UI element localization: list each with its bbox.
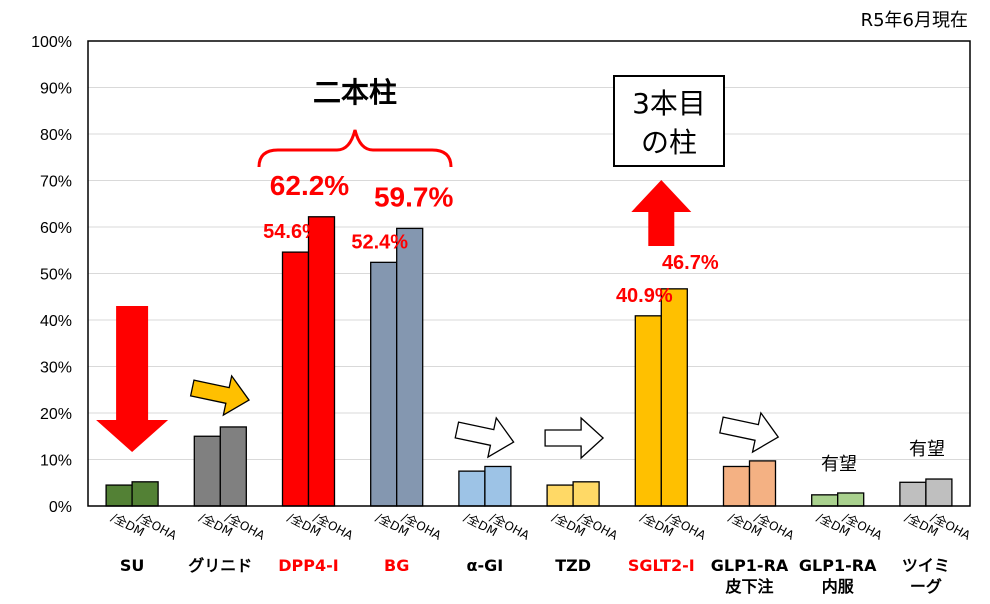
bar [634, 315, 662, 507]
bar [484, 465, 512, 507]
arrow [544, 416, 605, 460]
third-pillar-line2: の柱 [641, 126, 697, 159]
date-note: R5年6月現在 [861, 10, 968, 31]
arrows-layer [96, 180, 780, 460]
category-label: 内服 [822, 577, 855, 596]
third-pillar-line1: 3本目 [632, 87, 706, 120]
y-tick-label: 0% [49, 499, 72, 516]
two-pillars-brace [257, 129, 453, 168]
y-tick-label: 70% [40, 174, 72, 191]
sub-label: /全OHA [928, 509, 973, 543]
category-group [899, 478, 953, 507]
category-label: GLP1-RA [799, 556, 877, 575]
grid-lines [88, 87, 970, 460]
category-label: ーグ [910, 577, 942, 596]
category-group [634, 288, 688, 507]
sub-label: /全OHA [311, 509, 356, 543]
data-label: 52.4% [351, 231, 408, 253]
bar [131, 481, 159, 507]
sub-label: /全OHA [576, 509, 621, 543]
sub-label: /全OHA [223, 509, 268, 543]
y-tick-label: 10% [40, 453, 72, 470]
data-label: 54.6% [263, 221, 320, 243]
category-label: α-GI [467, 556, 504, 575]
bar [572, 481, 600, 507]
category-group [811, 492, 865, 507]
data-labels-layer: 54.6% 62.2% 52.4% 59.7% 40.9% 46.7% [263, 170, 719, 307]
category-group [281, 216, 336, 507]
promising-label-imeglimin: 有望 [909, 439, 945, 460]
y-tick-label: 20% [40, 406, 72, 423]
category-group [458, 465, 512, 507]
bar [281, 251, 310, 507]
data-label: 59.7% [374, 181, 453, 212]
arrow [719, 411, 780, 454]
y-tick-label: 100% [31, 34, 72, 51]
arrow [189, 374, 250, 417]
bar [219, 426, 247, 507]
bar [899, 481, 927, 507]
sub-label: /全OHA [840, 509, 885, 543]
promising-label-oral: 有望 [821, 454, 857, 475]
bar [722, 465, 751, 507]
category-label: DPP4-I [278, 556, 338, 575]
two-pillars-label: 二本柱 [313, 76, 397, 109]
plot-frame [87, 40, 971, 507]
y-tick-label: 90% [40, 81, 72, 98]
category-group [546, 481, 600, 507]
third-pillar-box [613, 75, 725, 167]
y-tick-label: 30% [40, 360, 72, 377]
bar [546, 484, 574, 507]
category-label: グリニド [188, 556, 252, 575]
bar [837, 492, 865, 507]
category-label: TZD [555, 556, 591, 575]
x-axis-labels: /全DM/全OHASU/全DM/全OHAグリニド/全DM/全OHADPP4-I/… [109, 509, 974, 596]
category-group [193, 426, 247, 507]
arrow [96, 306, 169, 452]
sub-label: /全OHA [135, 509, 180, 543]
category-label: BG [384, 556, 409, 575]
data-label: 40.9% [616, 285, 673, 307]
bar [925, 478, 953, 507]
arrow [631, 180, 692, 246]
data-label: 62.2% [270, 170, 349, 201]
bar [811, 494, 839, 507]
sub-label: /全OHA [664, 509, 709, 543]
category-label: GLP1-RA [711, 556, 789, 575]
category-label: 皮下注 [724, 577, 773, 596]
category-label: SGLT2-I [628, 556, 695, 575]
y-tick-label: 50% [40, 267, 72, 284]
data-label: 46.7% [662, 252, 719, 274]
bar [193, 435, 221, 507]
bar [105, 484, 133, 507]
bar [458, 470, 486, 507]
category-label: SU [120, 556, 145, 575]
sub-label: /全OHA [752, 509, 797, 543]
y-tick-label: 40% [40, 313, 72, 330]
category-group [722, 460, 777, 507]
bar [370, 261, 398, 507]
category-label: ツイミ [902, 556, 950, 575]
bar [396, 227, 424, 507]
arrow [454, 416, 515, 459]
sub-label: /全OHA [487, 509, 532, 543]
bar [660, 288, 688, 507]
category-group [105, 481, 159, 507]
annotations-layer: 二本柱 3本目 の柱 有望 有望 [257, 75, 945, 475]
y-axis: 0% 10% 20% 30% 40% 50% 60% 70% 80% 90% 100% [31, 34, 72, 516]
y-tick-label: 60% [40, 220, 72, 237]
sub-label: /全OHA [399, 509, 444, 543]
bar [748, 460, 777, 507]
y-tick-label: 80% [40, 127, 72, 144]
bar [307, 216, 336, 507]
category-group [370, 227, 424, 507]
